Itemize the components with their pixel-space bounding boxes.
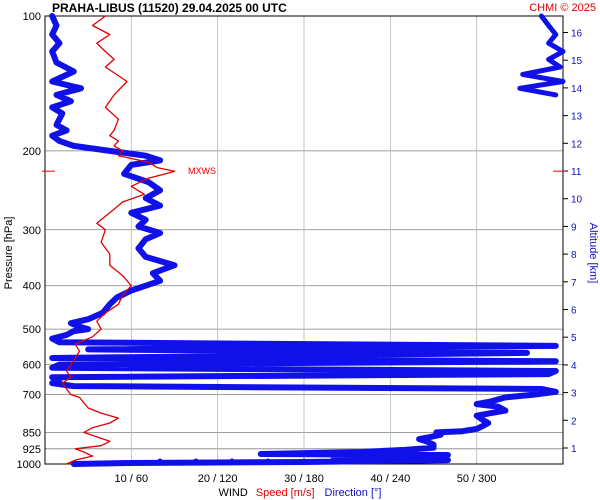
altitude-tick-label: 14 (571, 84, 583, 95)
x-tick-label: 30 / 180 (284, 473, 324, 485)
pressure-tick-label: 100 (23, 11, 41, 23)
pressure-tick-label: 850 (23, 427, 41, 439)
pressure-tick-labels: 100 200 300 400 500 600 700 850 925 1000 (17, 11, 41, 471)
altitude-tick-label: 8 (571, 250, 577, 261)
altitude-tick-label: 4 (571, 361, 577, 372)
altitude-tick-label: 1 (571, 444, 577, 455)
surface-direction-dot (337, 458, 343, 464)
x-axis-label: WIND Speed [m/s] Direction [°] (218, 487, 381, 499)
series-speed-line (61, 15, 176, 465)
surface-direction-dot (265, 458, 271, 464)
altitude-tick-label: 11 (571, 167, 582, 178)
altitude-tick-label: 3 (571, 389, 577, 400)
altitude-tick-label: 5 (571, 333, 577, 344)
altitude-tick-label: 6 (571, 306, 577, 317)
x-axis-direction-label: Direction [°] (325, 487, 382, 499)
x-tick-label: 10 / 60 (115, 473, 149, 485)
y-axis-label: Pressure [hPa] (3, 217, 15, 290)
surface-direction-dot (157, 458, 163, 464)
pressure-tick-label: 925 (23, 444, 41, 456)
pressure-tick-label: 200 (23, 146, 41, 158)
x-tick-label: 40 / 240 (370, 473, 410, 485)
x-axis-speed-label: Speed [m/s] (256, 487, 315, 499)
y2-axis-label: Altitude [km] (587, 223, 599, 284)
altitude-tick-label: 7 (571, 278, 577, 289)
chart-title: PRAHA-LIBUS (11520) 29.04.2025 00 UTC (52, 1, 287, 15)
series-direction-upper-line (517, 13, 566, 98)
surface-direction-dot (301, 458, 307, 464)
pressure-tick-label: 700 (23, 390, 41, 402)
annotation-mxws: MXWS (188, 166, 216, 176)
surface-direction-dot (373, 458, 379, 464)
x-tick-label: 20 / 120 (198, 473, 238, 485)
pressure-tick-label: 300 (23, 225, 41, 237)
x-axis-prefix: WIND (218, 487, 247, 499)
x-tick-labels: 10 / 60 20 / 120 30 / 180 40 / 240 50 / 300 (115, 473, 497, 485)
surface-direction-dot (193, 458, 199, 464)
altitude-tick-label: 13 (571, 112, 583, 123)
pressure-tick-label: 500 (23, 324, 41, 336)
altitude-tick-label: 16 (571, 29, 583, 40)
altitude-tick-label: 10 (571, 195, 583, 206)
pressure-tick-label: 1000 (17, 459, 41, 471)
series-direction-line (49, 13, 559, 467)
altitude-tick-label: 12 (571, 139, 583, 150)
altitude-tick-label: 15 (571, 56, 583, 67)
altitude-tick-label: 9 (571, 222, 577, 233)
pressure-tick-label: 600 (23, 360, 41, 372)
pressure-tick-label: 400 (23, 281, 41, 293)
chart-credit: CHMI © 2025 (529, 2, 596, 14)
surface-direction-dot (229, 458, 235, 464)
altitude-tick-label: 2 (571, 416, 577, 427)
series-layer (42, 13, 566, 467)
x-tick-label: 50 / 300 (457, 473, 497, 485)
